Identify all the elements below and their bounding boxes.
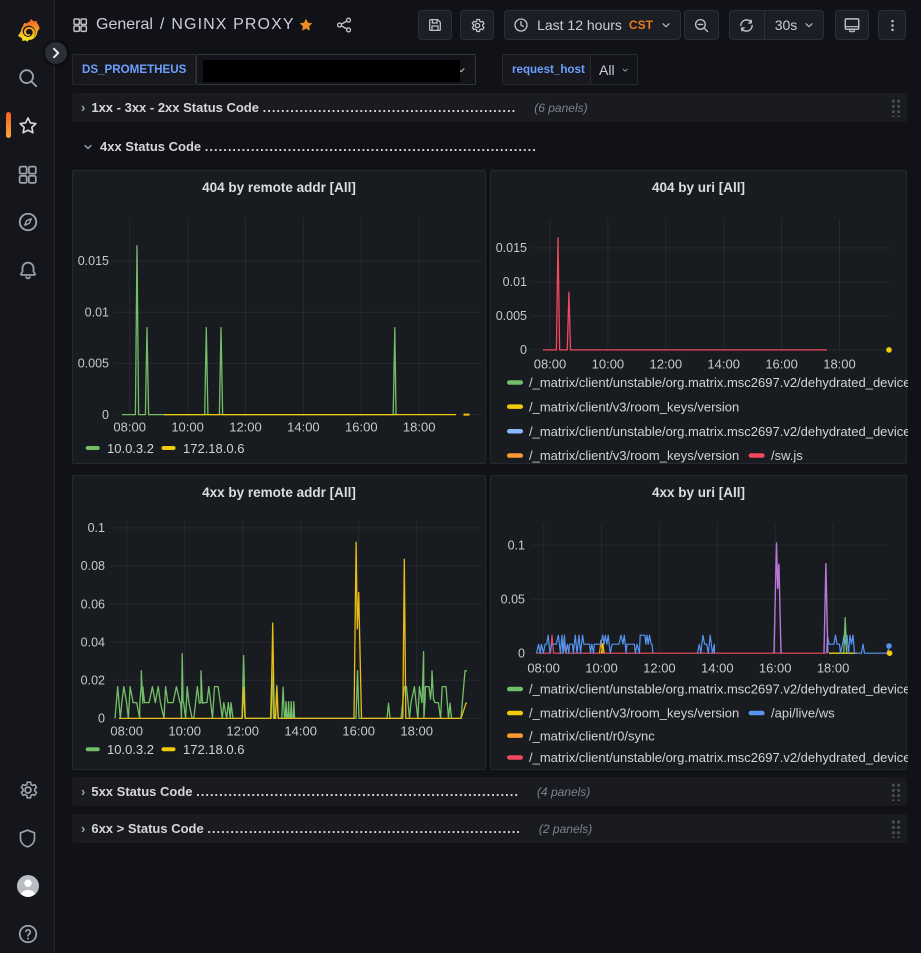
svg-text:16:00: 16:00 <box>342 724 375 739</box>
svg-text:0.015: 0.015 <box>496 241 527 255</box>
svg-text:12:00: 12:00 <box>226 724 259 739</box>
svg-text:0: 0 <box>98 712 105 726</box>
svg-text:10:00: 10:00 <box>592 357 625 372</box>
svg-text:16:00: 16:00 <box>345 420 378 435</box>
svg-text:0.06: 0.06 <box>81 597 105 611</box>
svg-text:/api/live/ws: /api/live/ws <box>771 706 835 721</box>
svg-text:/_matrix/client/unstable/org.m: /_matrix/client/unstable/org.matrix.msc2… <box>529 750 908 765</box>
svg-text:16:00: 16:00 <box>765 357 798 372</box>
svg-text:/_matrix/client/v3/room_keys/v: /_matrix/client/v3/room_keys/version <box>529 448 739 463</box>
svg-text:/_matrix/client/unstable/org.m: /_matrix/client/unstable/org.matrix.msc2… <box>529 424 908 439</box>
svg-text:0: 0 <box>102 408 109 422</box>
svg-text:0.04: 0.04 <box>81 635 105 649</box>
svg-text:10.0.3.2: 10.0.3.2 <box>107 742 154 757</box>
svg-text:10:00: 10:00 <box>171 420 204 435</box>
svg-text:12:00: 12:00 <box>650 357 683 372</box>
svg-text:14:00: 14:00 <box>284 724 317 739</box>
svg-text:14:00: 14:00 <box>701 661 734 676</box>
svg-text:10:00: 10:00 <box>585 661 618 676</box>
svg-text:/_matrix/client/unstable/org.m: /_matrix/client/unstable/org.matrix.msc2… <box>529 682 908 697</box>
svg-text:172.18.0.6: 172.18.0.6 <box>183 441 244 456</box>
svg-text:14:00: 14:00 <box>707 357 740 372</box>
svg-text:/_matrix/client/unstable/org.m: /_matrix/client/unstable/org.matrix.msc2… <box>529 375 908 390</box>
svg-text:0.1: 0.1 <box>88 521 105 535</box>
svg-text:14:00: 14:00 <box>287 420 320 435</box>
svg-text:0.01: 0.01 <box>503 275 527 289</box>
svg-text:0.02: 0.02 <box>81 674 105 688</box>
svg-text:12:00: 12:00 <box>643 661 676 676</box>
svg-text:08:00: 08:00 <box>113 420 146 435</box>
svg-text:172.18.0.6: 172.18.0.6 <box>183 742 244 757</box>
svg-text:08:00: 08:00 <box>527 661 560 676</box>
svg-text:0.005: 0.005 <box>78 357 109 371</box>
svg-text:0.005: 0.005 <box>496 309 527 323</box>
svg-text:/_matrix/client/v3/room_keys/v: /_matrix/client/v3/room_keys/version <box>529 706 739 721</box>
svg-text:0.01: 0.01 <box>85 305 109 319</box>
svg-text:0.08: 0.08 <box>81 559 105 573</box>
svg-text:/_matrix/client/v3/room_keys/v: /_matrix/client/v3/room_keys/version <box>529 399 739 414</box>
svg-text:0.05: 0.05 <box>501 592 525 606</box>
svg-text:10.0.3.2: 10.0.3.2 <box>107 441 154 456</box>
svg-text:0: 0 <box>520 343 527 357</box>
svg-text:0.015: 0.015 <box>78 254 109 268</box>
svg-text:10:00: 10:00 <box>168 724 201 739</box>
svg-text:18:00: 18:00 <box>403 420 436 435</box>
svg-text:0: 0 <box>518 646 525 660</box>
svg-text:18:00: 18:00 <box>817 661 850 676</box>
svg-text:0.1: 0.1 <box>508 538 525 552</box>
svg-text:16:00: 16:00 <box>759 661 792 676</box>
svg-text:12:00: 12:00 <box>229 420 262 435</box>
svg-text:18:00: 18:00 <box>400 724 433 739</box>
svg-text:08:00: 08:00 <box>534 357 567 372</box>
svg-text:/_matrix/client/r0/sync: /_matrix/client/r0/sync <box>529 728 655 743</box>
svg-text:/sw.js: /sw.js <box>771 448 803 463</box>
svg-text:08:00: 08:00 <box>110 724 143 739</box>
svg-text:18:00: 18:00 <box>823 357 856 372</box>
